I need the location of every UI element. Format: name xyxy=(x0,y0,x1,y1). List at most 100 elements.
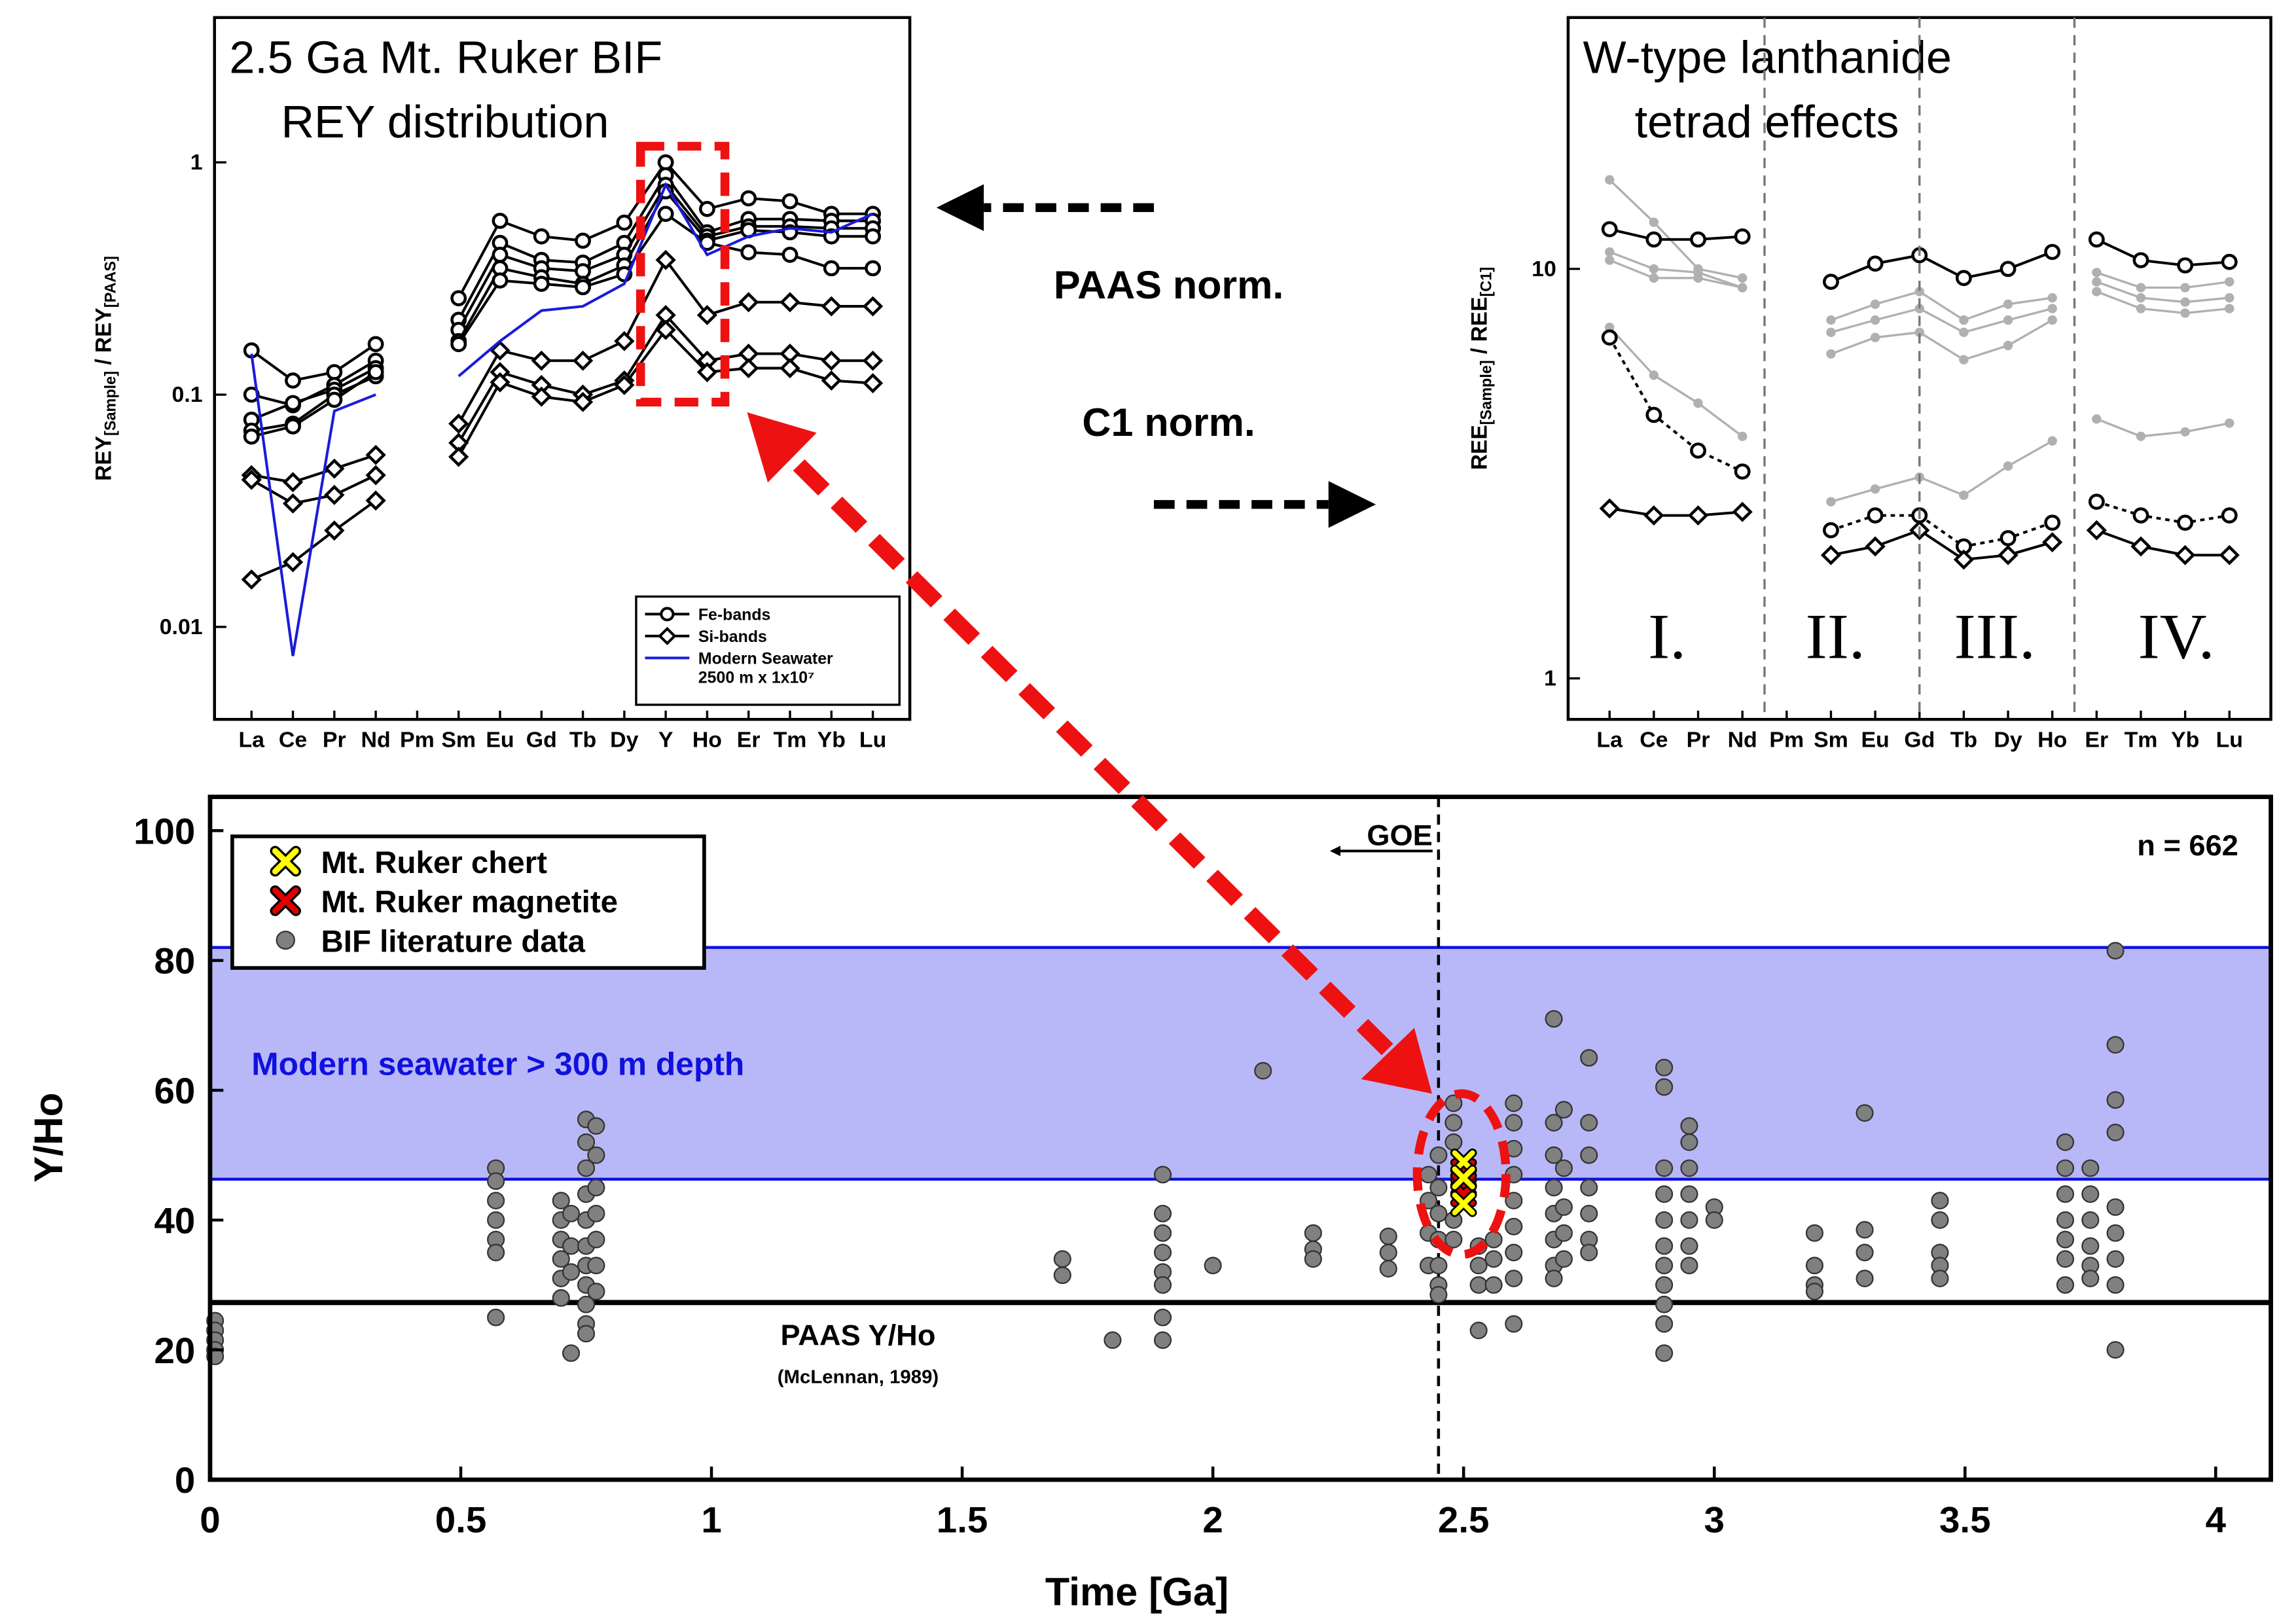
data-point xyxy=(2180,427,2190,437)
data-point xyxy=(1655,1078,1674,1096)
data-point xyxy=(448,413,469,434)
data-point xyxy=(1693,273,1703,283)
c1-norm-label: C1 norm. xyxy=(1082,400,1255,444)
data-line xyxy=(1918,529,2053,562)
legend-box xyxy=(230,834,706,970)
x-tick-label: 3 xyxy=(1704,1499,1725,1541)
data-point xyxy=(1545,1270,1563,1287)
data-point xyxy=(1870,315,1880,325)
data-point xyxy=(865,260,882,277)
data-point xyxy=(740,190,757,207)
data-point xyxy=(1601,329,1618,346)
data-point xyxy=(324,484,345,505)
data-point xyxy=(2106,1036,2125,1054)
data-point xyxy=(1959,315,1969,325)
data-point xyxy=(657,205,674,223)
y-tick-label: 1 xyxy=(1544,666,1556,691)
y-axis-label-part: / REE xyxy=(1467,296,1492,360)
seawater-band xyxy=(209,947,2271,1179)
data-point xyxy=(780,358,800,379)
goe-label: GOE xyxy=(1367,819,1432,852)
y-axis-label-part: [C1] xyxy=(1477,267,1494,297)
data-point xyxy=(1580,1146,1598,1164)
data-point xyxy=(1429,1179,1448,1197)
data-point xyxy=(1690,231,1706,248)
data-point xyxy=(1959,490,1969,500)
data-point xyxy=(531,386,552,407)
legend-label: 2500 m x 1x10⁷ xyxy=(698,669,815,687)
data-point xyxy=(1554,1224,1573,1242)
data-point xyxy=(2056,1276,2075,1294)
data-point xyxy=(1955,270,1972,287)
data-point xyxy=(2180,308,2190,318)
tetrad-label: I. xyxy=(1648,601,1686,672)
data-line xyxy=(250,353,376,656)
data-point xyxy=(1870,484,1880,494)
legend-label: BIF literature data xyxy=(321,925,585,959)
x-tick-label: Ce xyxy=(1640,728,1668,753)
x-tick-label: Er xyxy=(2085,728,2108,753)
y-tick-label: 100 xyxy=(134,811,195,852)
data-point xyxy=(1545,1010,1563,1028)
data-point xyxy=(533,276,550,292)
data-line xyxy=(251,474,377,505)
data-line xyxy=(1609,228,1743,241)
data-point xyxy=(655,249,676,270)
data-point xyxy=(2092,277,2102,287)
data-point xyxy=(821,370,842,391)
x-tick-label: 1.5 xyxy=(937,1499,988,1541)
x-tick-label: 0 xyxy=(200,1499,220,1541)
x-tick-label: Tb xyxy=(569,728,596,753)
sample-count: n = 662 xyxy=(2137,829,2238,862)
data-point xyxy=(552,1250,570,1268)
data-point xyxy=(1505,1192,1523,1209)
chart-title: REY distribution xyxy=(281,96,609,147)
data-point xyxy=(1931,1211,1949,1229)
x-tick-label: Ho xyxy=(2037,728,2067,753)
data-point xyxy=(1680,1237,1698,1255)
data-point xyxy=(1469,1276,1488,1294)
y-tick-label: 0.1 xyxy=(172,382,203,407)
data-point xyxy=(865,228,882,245)
highlight-ellipse xyxy=(1412,1089,1511,1259)
data-point xyxy=(1645,406,1662,423)
data-point xyxy=(1645,231,1662,248)
data-point xyxy=(1505,1270,1523,1287)
legend-label: Mt. Ruker chert xyxy=(321,846,547,880)
paas-note: (McLennan, 1989) xyxy=(778,1367,939,1388)
data-point xyxy=(2056,1211,2075,1229)
data-point xyxy=(492,213,509,229)
data-point xyxy=(1856,1104,1874,1122)
highlight-box xyxy=(636,141,730,407)
data-point xyxy=(1805,1224,1823,1242)
data-point xyxy=(285,395,301,412)
data-line xyxy=(2096,281,2230,304)
x-tick-label: Pm xyxy=(1769,728,1804,753)
data-line xyxy=(1918,319,2053,361)
data-point xyxy=(487,1243,505,1262)
data-point xyxy=(367,336,384,353)
y-axis-label-part: [Sample] xyxy=(101,371,118,436)
data-point xyxy=(1649,273,1659,283)
data-point xyxy=(1505,1243,1523,1262)
data-point xyxy=(282,552,304,573)
data-point xyxy=(1856,1243,1874,1262)
data-point xyxy=(1805,1283,1823,1300)
data-point xyxy=(2056,1185,2075,1204)
data-point xyxy=(1444,1114,1463,1132)
y-axis-label: REY[Sample] / REY[PAAS] xyxy=(91,256,118,481)
data-point xyxy=(2000,260,2017,277)
data-point xyxy=(1604,322,1615,332)
data-point xyxy=(1931,1192,1949,1209)
x-tick-label: 2 xyxy=(1202,1499,1223,1541)
data-point xyxy=(2003,340,2013,351)
x-tick-label: Sm xyxy=(441,728,476,753)
data-point xyxy=(1856,1270,1874,1287)
data-point xyxy=(2003,461,2013,471)
data-point xyxy=(1655,1211,1674,1229)
data-point xyxy=(2000,530,2017,546)
data-point xyxy=(587,1230,605,1249)
data-point xyxy=(1680,1133,1698,1151)
link-arrow xyxy=(793,459,1400,1061)
